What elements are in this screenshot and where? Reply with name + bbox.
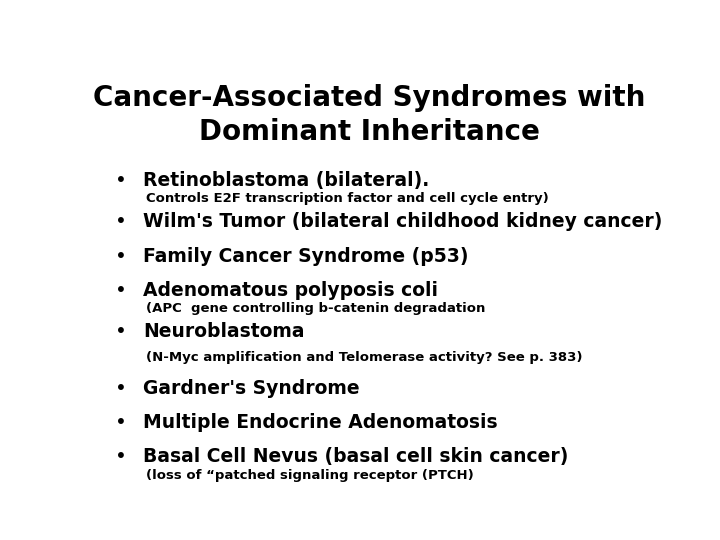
Text: •: • bbox=[114, 246, 127, 266]
Text: Wilm's Tumor (bilateral childhood kidney cancer): Wilm's Tumor (bilateral childhood kidney… bbox=[143, 212, 662, 232]
Text: Multiple Endocrine Adenomatosis: Multiple Endocrine Adenomatosis bbox=[143, 413, 498, 432]
Text: •: • bbox=[114, 322, 127, 341]
Text: •: • bbox=[114, 212, 127, 232]
Text: Gardner's Syndrome: Gardner's Syndrome bbox=[143, 379, 359, 398]
Text: (loss of “patched signaling receptor (PTCH): (loss of “patched signaling receptor (PT… bbox=[145, 469, 474, 482]
Text: (APC  gene controlling b-catenin degradation: (APC gene controlling b-catenin degradat… bbox=[145, 302, 485, 315]
Text: Neuroblastoma: Neuroblastoma bbox=[143, 322, 305, 341]
Text: Family Cancer Syndrome (p53): Family Cancer Syndrome (p53) bbox=[143, 246, 469, 266]
Text: Retinoblastoma (bilateral).: Retinoblastoma (bilateral). bbox=[143, 171, 429, 190]
Text: Basal Cell Nevus (basal cell skin cancer): Basal Cell Nevus (basal cell skin cancer… bbox=[143, 447, 568, 466]
Text: (N-Myc amplification and Telomerase activity? See p. 383): (N-Myc amplification and Telomerase acti… bbox=[145, 352, 582, 365]
Text: Cancer-Associated Syndromes with
Dominant Inheritance: Cancer-Associated Syndromes with Dominan… bbox=[93, 84, 645, 146]
Text: •: • bbox=[114, 379, 127, 398]
Text: •: • bbox=[114, 281, 127, 300]
Text: •: • bbox=[114, 413, 127, 432]
Text: •: • bbox=[114, 171, 127, 190]
Text: Adenomatous polyposis coli: Adenomatous polyposis coli bbox=[143, 281, 438, 300]
Text: Controls E2F transcription factor and cell cycle entry): Controls E2F transcription factor and ce… bbox=[145, 192, 549, 205]
Text: •: • bbox=[114, 447, 127, 466]
